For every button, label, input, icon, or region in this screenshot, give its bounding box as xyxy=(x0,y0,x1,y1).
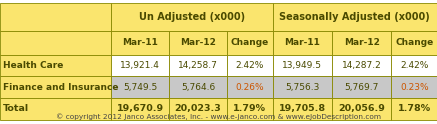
Text: 20,056.9: 20,056.9 xyxy=(338,104,385,113)
FancyBboxPatch shape xyxy=(227,31,273,55)
FancyBboxPatch shape xyxy=(273,55,332,76)
Text: 1.78%: 1.78% xyxy=(398,104,431,113)
FancyBboxPatch shape xyxy=(227,98,273,120)
Text: Change: Change xyxy=(395,38,434,47)
FancyBboxPatch shape xyxy=(273,31,332,55)
Text: 5,749.5: 5,749.5 xyxy=(123,83,157,92)
FancyBboxPatch shape xyxy=(169,31,227,55)
FancyBboxPatch shape xyxy=(169,98,227,120)
FancyBboxPatch shape xyxy=(0,31,111,55)
Text: Finance and Insurance: Finance and Insurance xyxy=(3,83,118,92)
FancyBboxPatch shape xyxy=(111,3,273,31)
FancyBboxPatch shape xyxy=(111,55,169,76)
FancyBboxPatch shape xyxy=(392,76,437,98)
FancyBboxPatch shape xyxy=(392,98,437,120)
Text: Change: Change xyxy=(231,38,269,47)
Text: Mar-11: Mar-11 xyxy=(284,38,320,47)
Text: 13,949.5: 13,949.5 xyxy=(282,61,322,70)
FancyBboxPatch shape xyxy=(273,3,437,31)
Text: 2.42%: 2.42% xyxy=(236,61,264,70)
FancyBboxPatch shape xyxy=(227,55,273,76)
Text: 13,921.4: 13,921.4 xyxy=(120,61,160,70)
Text: Total: Total xyxy=(3,104,29,113)
Text: 19,705.8: 19,705.8 xyxy=(279,104,326,113)
FancyBboxPatch shape xyxy=(169,55,227,76)
FancyBboxPatch shape xyxy=(332,98,392,120)
Text: © copyright 2012 Janco Associates, Inc. - www.e-janco.com & www.eJobDescription.: © copyright 2012 Janco Associates, Inc. … xyxy=(56,113,381,120)
Text: 0.26%: 0.26% xyxy=(236,83,264,92)
Text: Mar-11: Mar-11 xyxy=(122,38,158,47)
FancyBboxPatch shape xyxy=(332,55,392,76)
Text: Health Care: Health Care xyxy=(3,61,63,70)
FancyBboxPatch shape xyxy=(169,76,227,98)
FancyBboxPatch shape xyxy=(0,76,111,98)
FancyBboxPatch shape xyxy=(227,76,273,98)
FancyBboxPatch shape xyxy=(392,31,437,55)
Text: 5,769.7: 5,769.7 xyxy=(344,83,379,92)
FancyBboxPatch shape xyxy=(273,76,332,98)
FancyBboxPatch shape xyxy=(392,55,437,76)
FancyBboxPatch shape xyxy=(273,98,332,120)
FancyBboxPatch shape xyxy=(111,31,169,55)
FancyBboxPatch shape xyxy=(0,98,111,120)
Text: 5,764.6: 5,764.6 xyxy=(181,83,215,92)
FancyBboxPatch shape xyxy=(332,76,392,98)
FancyBboxPatch shape xyxy=(111,98,169,120)
FancyBboxPatch shape xyxy=(0,3,111,31)
Text: 14,287.2: 14,287.2 xyxy=(342,61,382,70)
Text: Mar-12: Mar-12 xyxy=(180,38,216,47)
FancyBboxPatch shape xyxy=(111,76,169,98)
Text: 19,670.9: 19,670.9 xyxy=(117,104,164,113)
Text: 0.23%: 0.23% xyxy=(400,83,429,92)
Text: Mar-12: Mar-12 xyxy=(344,38,380,47)
Text: 20,023.3: 20,023.3 xyxy=(175,104,222,113)
Text: Un Adjusted (x000): Un Adjusted (x000) xyxy=(139,12,245,22)
Text: 1.79%: 1.79% xyxy=(233,104,266,113)
Text: 2.42%: 2.42% xyxy=(400,61,428,70)
Text: Seasonally Adjusted (x000): Seasonally Adjusted (x000) xyxy=(279,12,430,22)
Text: 14,258.7: 14,258.7 xyxy=(178,61,218,70)
FancyBboxPatch shape xyxy=(0,55,111,76)
FancyBboxPatch shape xyxy=(332,31,392,55)
Text: 5,756.3: 5,756.3 xyxy=(285,83,319,92)
